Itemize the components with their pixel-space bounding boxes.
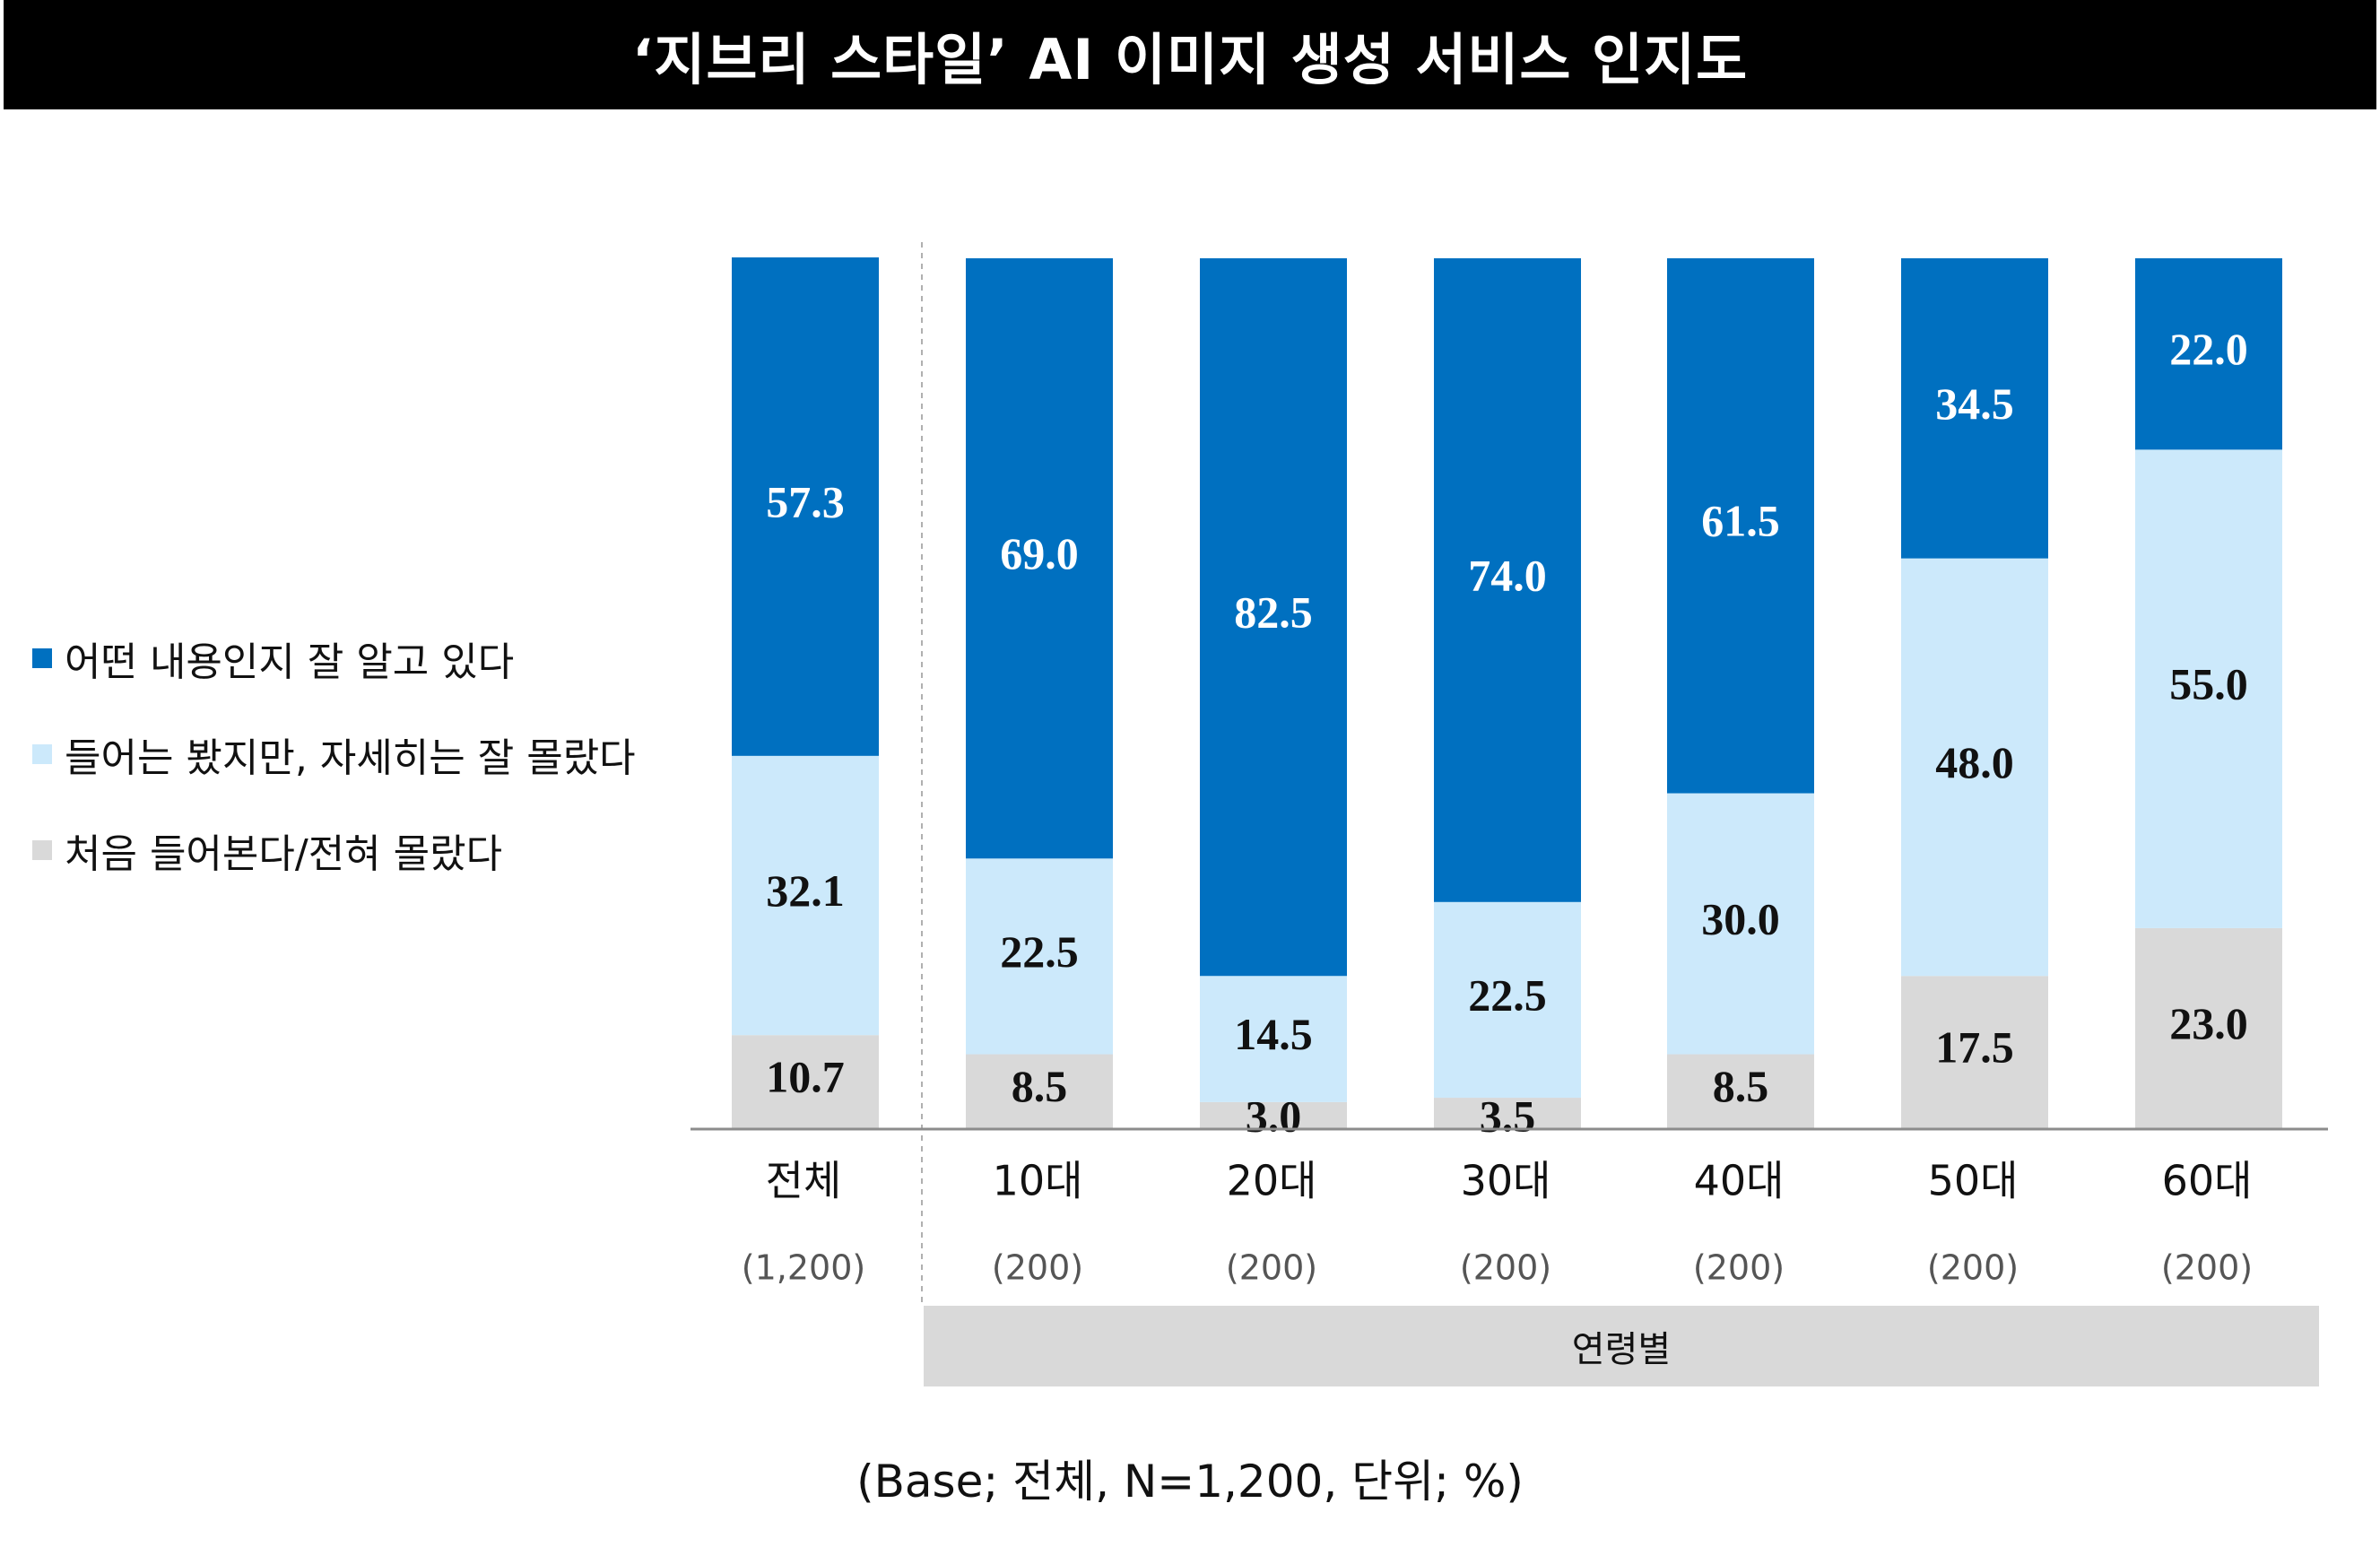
data-label: 22.5 bbox=[1468, 969, 1547, 1020]
data-label: 55.0 bbox=[2169, 659, 2248, 709]
legend-label: 들어는 봤지만, 자세히는 잘 몰랐다 bbox=[65, 734, 636, 781]
data-label: 23.0 bbox=[2169, 998, 2248, 1048]
data-label: 32.1 bbox=[766, 865, 845, 916]
stacked-bar-chart: 10.7 32.1 57.3 전체 (1,200) 8.5 22.5 69.0 10대 (200)… bbox=[691, 242, 2328, 1302]
category-label: 50대 bbox=[1928, 1157, 2019, 1205]
bar-segment bbox=[732, 257, 879, 756]
base-note: (Base; 전체, N=1,200, 단위; %) bbox=[856, 1456, 1524, 1508]
data-label: 57.3 bbox=[766, 476, 845, 526]
bar-segment bbox=[732, 1035, 879, 1128]
data-label: 3.5 bbox=[1480, 1091, 1536, 1141]
bar-segment bbox=[1200, 1101, 1347, 1128]
data-label: 8.5 bbox=[1713, 1061, 1769, 1111]
data-label: 22.0 bbox=[2169, 324, 2248, 374]
legend-swatch-never-heard bbox=[32, 839, 52, 860]
data-label: 61.5 bbox=[1701, 496, 1780, 546]
bar-segment bbox=[732, 755, 879, 1036]
title-bar: ‘지브리 스타일’ AI 이미지 생성 서비스 인지도 bbox=[4, 0, 2376, 109]
bar-segment bbox=[1434, 1098, 1581, 1128]
data-label: 14.5 bbox=[1234, 1009, 1313, 1059]
legend-label: 처음 들어본다/전혀 몰랐다 bbox=[65, 830, 503, 877]
data-label: 17.5 bbox=[1935, 1022, 2014, 1073]
data-label: 34.5 bbox=[1935, 378, 2014, 429]
bar-segment bbox=[2135, 927, 2282, 1128]
bar-segment bbox=[1434, 901, 1581, 1099]
legend-swatch-know-well bbox=[32, 647, 52, 668]
bar-segment bbox=[1200, 976, 1347, 1102]
bar-segment bbox=[1901, 976, 2048, 1128]
sample-size-label: (200) bbox=[1927, 1248, 2019, 1288]
legend-label: 어떤 내용인지 잘 알고 있다 bbox=[65, 639, 515, 685]
category-label: 10대 bbox=[993, 1157, 1083, 1205]
category-label: 30대 bbox=[1461, 1157, 1551, 1205]
legend-swatch-heard-only bbox=[32, 743, 52, 764]
bar-segment bbox=[966, 258, 1113, 859]
category-label: 20대 bbox=[1227, 1157, 1317, 1205]
chart-title: ‘지브리 스타일’ AI 이미지 생성 서비스 인지도 bbox=[631, 27, 1749, 92]
sample-size-label: (1,200) bbox=[742, 1248, 865, 1288]
sample-size-label: (200) bbox=[2161, 1248, 2253, 1288]
data-label: 82.5 bbox=[1234, 587, 1313, 638]
bar-segment bbox=[1901, 558, 2048, 977]
sample-size-label: (200) bbox=[1693, 1248, 1785, 1288]
category-label: 전체 bbox=[766, 1157, 842, 1205]
data-label: 22.5 bbox=[1000, 926, 1079, 977]
bar-segment bbox=[1667, 258, 1814, 794]
data-label: 10.7 bbox=[766, 1052, 845, 1102]
data-label: 74.0 bbox=[1468, 550, 1547, 600]
sample-size-label: (200) bbox=[1226, 1248, 1317, 1288]
data-label: 69.0 bbox=[1000, 528, 1079, 578]
bar-segment bbox=[966, 1054, 1113, 1128]
age-group-label: 연령별 bbox=[1571, 1329, 1672, 1370]
bar-segment bbox=[1667, 1054, 1814, 1128]
category-label: 40대 bbox=[1694, 1157, 1785, 1205]
bar-segment bbox=[2135, 449, 2282, 928]
data-label: 8.5 bbox=[1012, 1061, 1068, 1111]
legend: 어떤 내용인지 잘 알고 있다 들어는 봤지만, 자세히는 잘 몰랐다 처음 들… bbox=[32, 610, 636, 898]
age-group-box: 연령별 bbox=[924, 1306, 2319, 1386]
category-label: 60대 bbox=[2162, 1157, 2253, 1205]
bar-segment bbox=[1200, 258, 1347, 977]
bar-segment bbox=[1901, 258, 2048, 559]
legend-item-never-heard: 처음 들어본다/전혀 몰랐다 bbox=[32, 802, 636, 898]
bar-segment bbox=[1667, 793, 1814, 1055]
sample-size-label: (200) bbox=[992, 1248, 1083, 1288]
legend-item-heard-only: 들어는 봤지만, 자세히는 잘 몰랐다 bbox=[32, 706, 636, 802]
data-label: 48.0 bbox=[1935, 737, 2014, 787]
sample-size-label: (200) bbox=[1460, 1248, 1551, 1288]
data-label: 30.0 bbox=[1701, 894, 1780, 944]
bar-segment bbox=[1434, 258, 1581, 902]
legend-item-know-well: 어떤 내용인지 잘 알고 있다 bbox=[32, 610, 636, 706]
bar-segment bbox=[2135, 258, 2282, 450]
bar-segment bbox=[966, 858, 1113, 1055]
